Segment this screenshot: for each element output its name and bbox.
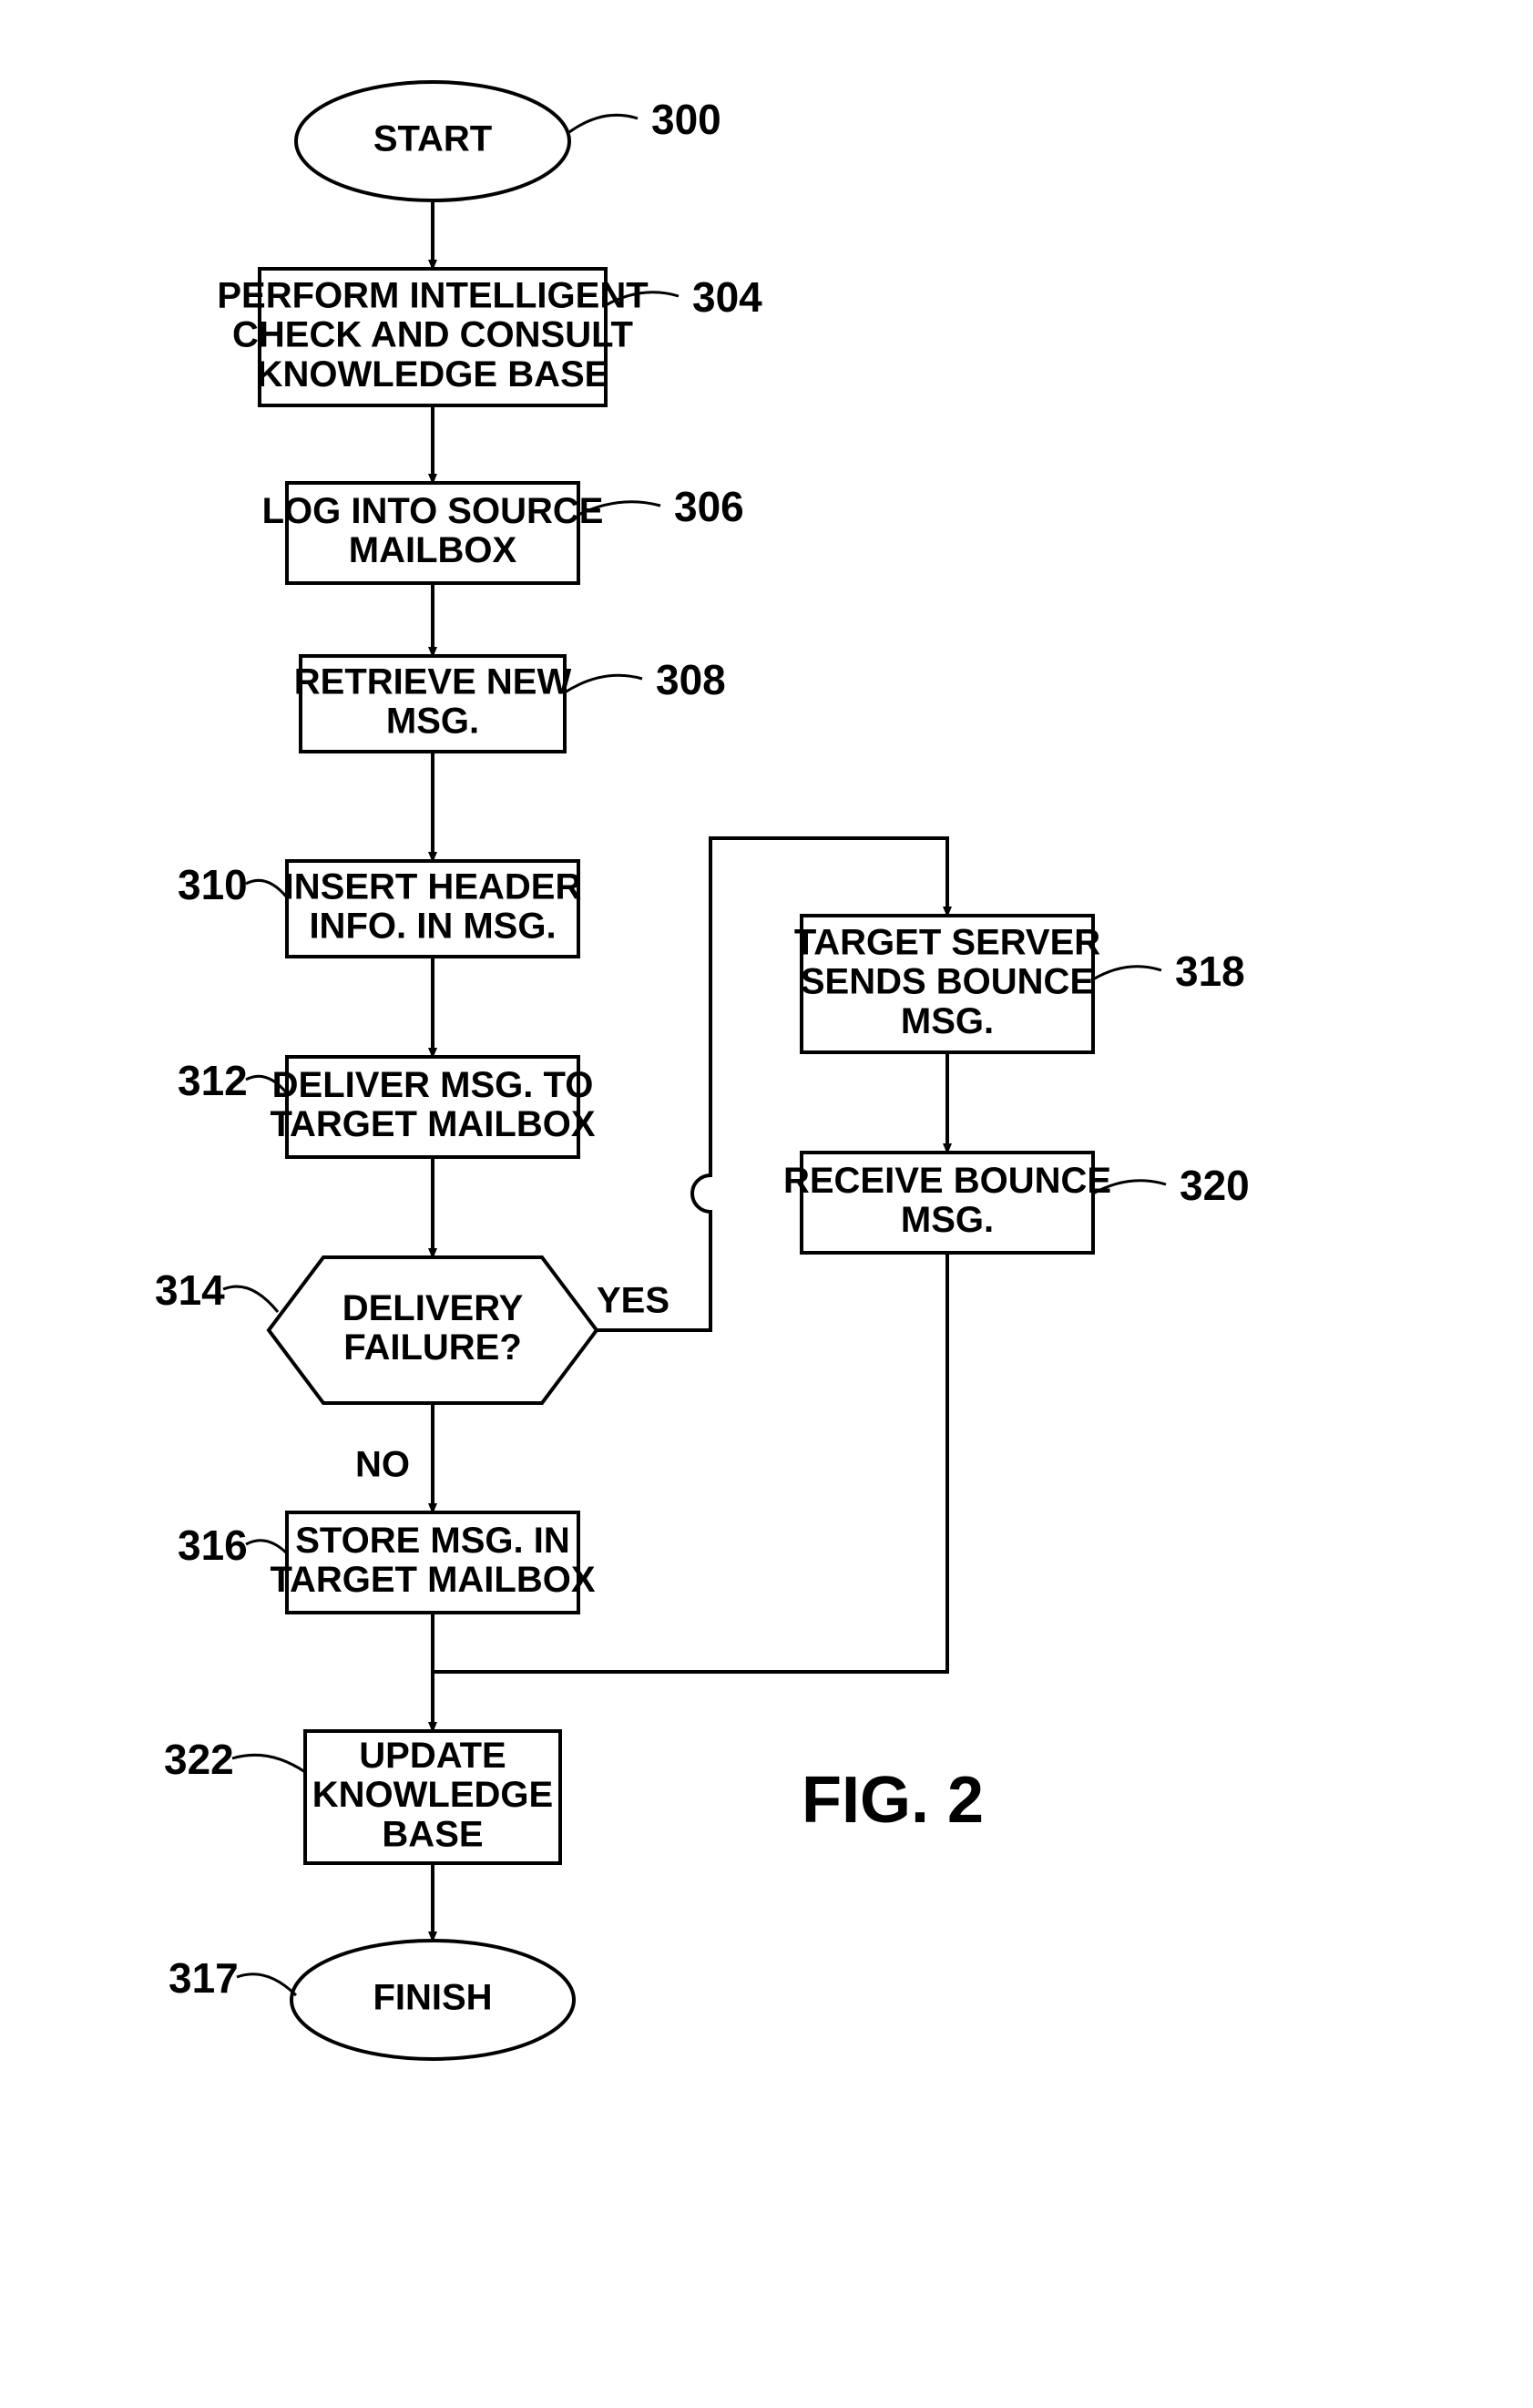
ref-number-n318: 318 (1175, 948, 1245, 995)
ref-number-n306: 306 (674, 483, 744, 530)
node-text: FAILURE? (343, 1327, 522, 1368)
node-text: DELIVERY (342, 1288, 524, 1328)
node-text: PERFORM INTELLIGENT (217, 275, 648, 315)
ref-number-n312: 312 (178, 1057, 248, 1104)
node-text: KNOWLEDGE (312, 1775, 553, 1815)
ref-number-n304: 304 (692, 273, 762, 321)
ref-number-n308: 308 (656, 656, 726, 703)
node-text: MSG. (386, 702, 479, 742)
ref-number-n314: 314 (155, 1266, 225, 1314)
ref-number-n320: 320 (1180, 1162, 1250, 1209)
ref-number-n310: 310 (178, 861, 248, 908)
ref-leader-n310 (246, 880, 287, 897)
node-text: TARGET SERVER (794, 922, 1100, 962)
ref-leader-n316 (246, 1541, 287, 1553)
figure-label: FIG. 2 (802, 1764, 984, 1837)
edge-label: YES (597, 1281, 669, 1321)
node-text: LOG INTO SOURCE (262, 491, 604, 531)
node-text: STORE MSG. IN (295, 1521, 570, 1561)
edge-label: NO (355, 1445, 410, 1485)
node-text: TARGET MAILBOX (270, 1560, 595, 1600)
node-text: MAILBOX (349, 530, 517, 570)
node-text: FINISH (373, 1978, 492, 2018)
node-text: DELIVER MSG. TO (272, 1065, 594, 1105)
ref-number-n316: 316 (178, 1522, 248, 1569)
node-text: INFO. IN MSG. (309, 907, 556, 947)
node-text: UPDATE (359, 1736, 506, 1776)
node-text: MSG. (901, 1200, 994, 1240)
edge-n314-n318 (597, 838, 947, 1330)
ref-leader-n317 (237, 1974, 296, 1995)
node-text: START (373, 119, 492, 159)
node-text: TARGET MAILBOX (270, 1104, 595, 1144)
node-text: KNOWLEDGE BASE (257, 354, 609, 395)
ref-number-n300: 300 (651, 96, 721, 143)
node-text: INSERT HEADER (284, 866, 582, 907)
node-text: BASE (382, 1814, 483, 1854)
node-text: MSG. (901, 1001, 994, 1041)
node-text: RECEIVE BOUNCE (783, 1161, 1111, 1201)
ref-number-n322: 322 (164, 1736, 234, 1783)
node-text: RETRIEVE NEW (294, 661, 572, 702)
ref-leader-n322 (232, 1755, 305, 1772)
ref-leader-n314 (223, 1286, 278, 1312)
node-text: CHECK AND CONSULT (232, 315, 633, 355)
ref-leader-n308 (565, 675, 642, 692)
ref-leader-n300 (569, 115, 638, 132)
node-text: SENDS BOUNCE (801, 962, 1094, 1002)
ref-number-n317: 317 (169, 1954, 239, 2002)
ref-leader-n318 (1093, 967, 1161, 979)
